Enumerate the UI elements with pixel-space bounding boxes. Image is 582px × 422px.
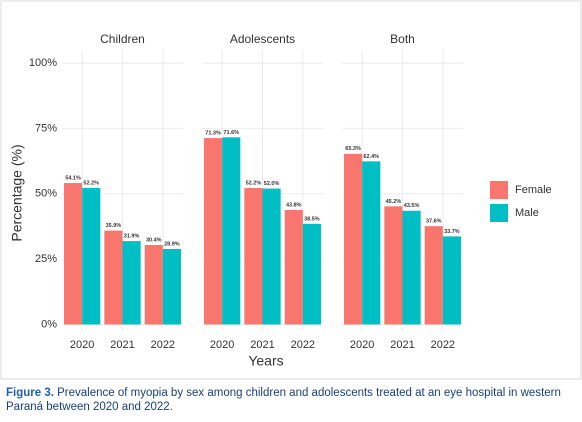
x-axis-title: Years [248, 353, 283, 369]
value-label: 62.4% [363, 154, 379, 160]
bar [244, 188, 263, 325]
x-tick-label: 2022 [151, 339, 175, 351]
bar [442, 236, 461, 325]
x-tick-label: 2021 [390, 339, 414, 351]
value-label: 52.2% [83, 180, 99, 186]
legend-key [490, 204, 508, 222]
bar [64, 183, 83, 325]
legend-label: Male [515, 207, 539, 219]
y-axis-title: Percentage (%) [9, 144, 25, 241]
caption: Figure 3. Prevalence of myopia by sex am… [6, 386, 576, 414]
value-label: 30.4% [146, 237, 162, 243]
value-label: 43.8% [286, 202, 302, 208]
value-label: 37.6% [426, 219, 442, 225]
bar [162, 248, 181, 325]
value-label: 71.6% [223, 130, 239, 136]
value-label: 38.5% [304, 216, 320, 222]
chart: Percentage (%) Years 0% 25% 50% 75% 100% Chil… [0, 0, 582, 380]
bar [122, 241, 141, 325]
value-label: 28.9% [164, 241, 180, 247]
value-label: 52.2% [246, 180, 262, 186]
x-tick-label: 2021 [250, 339, 274, 351]
facet-title: Adolescents [230, 32, 295, 46]
bar [104, 230, 123, 325]
bar [344, 153, 363, 325]
value-label: 33.7% [444, 229, 460, 235]
y-tick-label: 50% [35, 188, 57, 200]
bar [302, 223, 321, 325]
y-tick-label: 75% [35, 122, 57, 134]
x-tick-label: 2020 [70, 339, 94, 351]
legend-key [490, 181, 508, 199]
bar [82, 188, 101, 325]
value-label: 35.9% [106, 223, 122, 229]
facet-title: Both [390, 32, 415, 46]
value-label: 43.5% [404, 203, 420, 209]
value-label: 65.3% [345, 146, 361, 152]
value-label: 31.9% [124, 234, 140, 240]
bar [144, 245, 163, 325]
caption-label: Figure 3. [6, 387, 54, 399]
bar [284, 209, 303, 325]
x-tick-label: 2022 [431, 339, 455, 351]
x-tick-label: 2020 [350, 339, 374, 351]
value-label: 52.0% [264, 181, 280, 187]
caption-text: Prevalence of myopia by sex among childr… [6, 387, 561, 413]
y-tick-label: 25% [35, 253, 57, 265]
bar [384, 206, 403, 325]
bar [362, 161, 381, 325]
bar [402, 210, 421, 325]
bar [424, 226, 443, 325]
y-tick-label: 0% [41, 318, 57, 330]
bar [222, 137, 241, 325]
x-tick-label: 2021 [110, 339, 134, 351]
bar [262, 188, 281, 325]
facet-title: Children [100, 32, 145, 46]
value-label: 54.1% [65, 176, 81, 182]
value-label: 71.3% [205, 131, 221, 137]
x-tick-label: 2022 [291, 339, 315, 351]
y-tick-label: 100% [29, 57, 57, 69]
legend-label: Female [515, 184, 552, 196]
value-label: 45.2% [386, 199, 402, 205]
x-tick-label: 2020 [210, 339, 234, 351]
bar [204, 138, 223, 325]
